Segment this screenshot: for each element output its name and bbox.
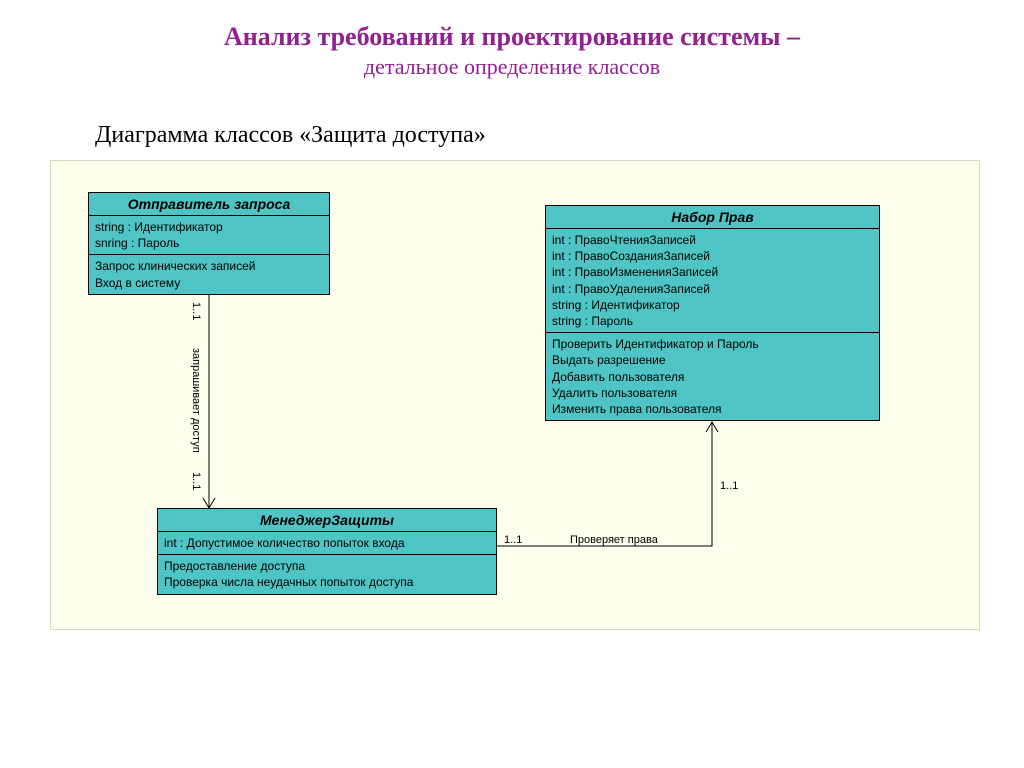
class-sender: Отправитель запроса string : Идентификат…: [88, 192, 330, 295]
class-op: Добавить пользователя: [552, 369, 873, 385]
class-rights-ops: Проверить Идентификатор и Пароль Выдать …: [546, 333, 879, 420]
edge-label-checks-rights: Проверяет права: [570, 534, 658, 546]
class-attr: int : Допустимое количество попыток вход…: [164, 535, 490, 551]
class-attr: string : Идентификатор: [95, 219, 323, 235]
class-attr: snring : Пароль: [95, 235, 323, 251]
class-rights: Набор Прав int : ПравоЧтенияЗаписей int …: [545, 205, 880, 421]
class-attr: int : ПравоЧтенияЗаписей: [552, 232, 873, 248]
edge-mult-end: 1..1: [190, 472, 202, 490]
class-manager-ops: Предоставление доступа Проверка числа не…: [158, 555, 496, 593]
class-op: Запрос клинических записей: [95, 258, 323, 274]
title-line1: Анализ требований и проектирование систе…: [0, 22, 1024, 52]
class-op: Проверить Идентификатор и Пароль: [552, 336, 873, 352]
class-op: Выдать разрешение: [552, 352, 873, 368]
class-op: Проверка числа неудачных попыток доступа: [164, 574, 490, 590]
edge-label-requests-access: запрашивает доступ: [190, 348, 202, 453]
title-line2: детальное определение классов: [0, 54, 1024, 80]
edge-mult-start: 1..1: [190, 302, 202, 320]
class-sender-attrs: string : Идентификатор snring : Пароль: [89, 216, 329, 255]
class-attr: string : Пароль: [552, 313, 873, 329]
class-sender-ops: Запрос клинических записей Вход в систем…: [89, 255, 329, 293]
class-manager-title: МенеджерЗащиты: [158, 509, 496, 532]
class-attr: string : Идентификатор: [552, 297, 873, 313]
class-attr: int : ПравоСозданияЗаписей: [552, 248, 873, 264]
class-op: Изменить права пользователя: [552, 401, 873, 417]
page: Анализ требований и проектирование систе…: [0, 0, 1024, 768]
class-op: Удалить пользователя: [552, 385, 873, 401]
edge-mult-start: 1..1: [504, 534, 522, 546]
subtitle: Диаграмма классов «Защита доступа»: [95, 122, 486, 149]
class-manager: МенеджерЗащиты int : Допустимое количест…: [157, 508, 497, 595]
class-op: Предоставление доступа: [164, 558, 490, 574]
class-attr: int : ПравоИзмененияЗаписей: [552, 264, 873, 280]
class-manager-attrs: int : Допустимое количество попыток вход…: [158, 532, 496, 555]
edge-mult-end: 1..1: [720, 480, 738, 492]
class-attr: int : ПравоУдаленияЗаписей: [552, 281, 873, 297]
class-op: Вход в систему: [95, 275, 323, 291]
class-rights-attrs: int : ПравоЧтенияЗаписей int : ПравоСозд…: [546, 229, 879, 333]
class-sender-title: Отправитель запроса: [89, 193, 329, 216]
class-rights-title: Набор Прав: [546, 206, 879, 229]
